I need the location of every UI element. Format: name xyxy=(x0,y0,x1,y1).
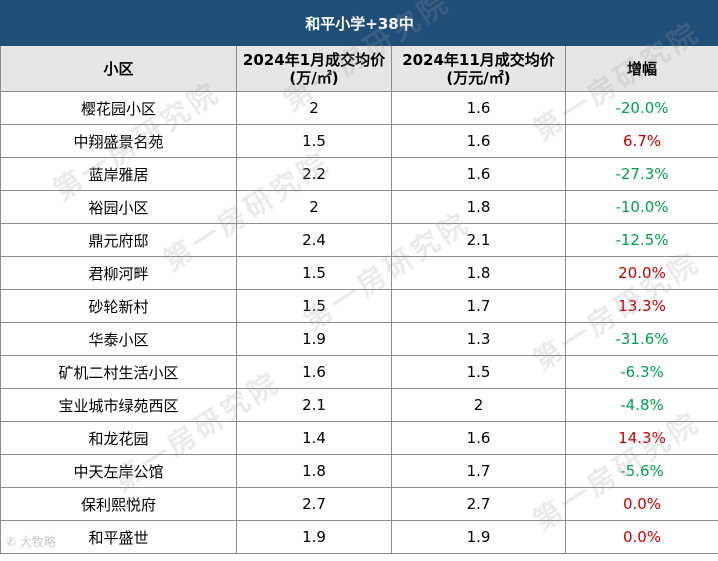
change-cell: -10.0% xyxy=(564,190,718,224)
table-row: 中翔盛景名苑 1.5 1.6 6.7% xyxy=(0,124,718,158)
header-jan-price-line1: 2024年1月成交均价 xyxy=(242,50,386,69)
header-community: 小区 xyxy=(0,45,237,92)
change-cell: 0.0% xyxy=(564,520,718,554)
header-nov-price: 2024年11月成交均价 (万元/㎡) xyxy=(391,45,566,92)
community-cell: 和龙花园 xyxy=(0,421,237,455)
jan-price-cell: 1.9 xyxy=(236,520,392,554)
community-cell: 樱花园小区 xyxy=(0,91,237,125)
nov-price-cell: 1.6 xyxy=(391,124,566,158)
table-row: 樱花园小区 2 1.6 -20.0% xyxy=(0,91,718,125)
nov-price-cell: 1.7 xyxy=(391,454,566,488)
community-cell: 砂轮新村 xyxy=(0,289,237,323)
nov-price-cell: 1.6 xyxy=(391,421,566,455)
jan-price-cell: 2.7 xyxy=(236,487,392,521)
change-cell: -12.5% xyxy=(564,223,718,257)
table-row: 保利熙悦府 2.7 2.7 0.0% xyxy=(0,487,718,521)
change-cell: -27.3% xyxy=(564,157,718,191)
nov-price-cell: 1.7 xyxy=(391,289,566,323)
community-cell: 华泰小区 xyxy=(0,322,237,356)
table-row: 和平盛世 1.9 1.9 0.0% xyxy=(0,520,718,554)
nov-price-cell: 1.9 xyxy=(391,520,566,554)
table-row: 裕园小区 2 1.8 -10.0% xyxy=(0,190,718,224)
jan-price-cell: 2 xyxy=(236,190,392,224)
table-row: 和龙花园 1.4 1.6 14.3% xyxy=(0,421,718,455)
header-jan-price-unit: (万/㎡) xyxy=(289,68,339,87)
table-row: 矿机二村生活小区 1.6 1.5 -6.3% xyxy=(0,355,718,389)
header-nov-price-unit: (万元/㎡) xyxy=(446,68,511,87)
jan-price-cell: 1.9 xyxy=(236,322,392,356)
table-row: 君柳河畔 1.5 1.8 20.0% xyxy=(0,256,718,290)
table-title: 和平小学+38中 xyxy=(0,0,718,46)
change-cell: -4.8% xyxy=(564,388,718,422)
nov-price-cell: 1.6 xyxy=(391,157,566,191)
nov-price-cell: 2.7 xyxy=(391,487,566,521)
community-cell: 和平盛世 xyxy=(0,520,237,554)
jan-price-cell: 2.1 xyxy=(236,388,392,422)
community-cell: 蓝岸雅居 xyxy=(0,157,237,191)
jan-price-cell: 2.4 xyxy=(236,223,392,257)
table-row: 砂轮新村 1.5 1.7 13.3% xyxy=(0,289,718,323)
community-cell: 中翔盛景名苑 xyxy=(0,124,237,158)
change-cell: 0.0% xyxy=(564,487,718,521)
nov-price-cell: 1.6 xyxy=(391,91,566,125)
table-row: 华泰小区 1.9 1.3 -31.6% xyxy=(0,322,718,356)
jan-price-cell: 2 xyxy=(236,91,392,125)
jan-price-cell: 2.2 xyxy=(236,157,392,191)
header-change: 增幅 xyxy=(564,45,718,92)
jan-price-cell: 1.5 xyxy=(236,124,392,158)
change-cell: -31.6% xyxy=(564,322,718,356)
jan-price-cell: 1.4 xyxy=(236,421,392,455)
change-cell: 14.3% xyxy=(564,421,718,455)
change-cell: 20.0% xyxy=(564,256,718,290)
table-row: 中天左岸公馆 1.8 1.7 -5.6% xyxy=(0,454,718,488)
jan-price-cell: 1.5 xyxy=(236,289,392,323)
nov-price-cell: 2.1 xyxy=(391,223,566,257)
jan-price-cell: 1.6 xyxy=(236,355,392,389)
community-cell: 中天左岸公馆 xyxy=(0,454,237,488)
title-row: 和平小学+38中 xyxy=(0,0,718,46)
source-logo: ✆ 大牧略 xyxy=(6,533,56,550)
change-cell: -20.0% xyxy=(564,91,718,125)
jan-price-cell: 1.8 xyxy=(236,454,392,488)
jan-price-cell: 1.5 xyxy=(236,256,392,290)
table-row: 蓝岸雅居 2.2 1.6 -27.3% xyxy=(0,157,718,191)
community-cell: 矿机二村生活小区 xyxy=(0,355,237,389)
community-cell: 宝业城市绿苑西区 xyxy=(0,388,237,422)
change-cell: 13.3% xyxy=(564,289,718,323)
change-cell: -6.3% xyxy=(564,355,718,389)
community-cell: 君柳河畔 xyxy=(0,256,237,290)
header-row: 小区 2024年1月成交均价 (万/㎡) 2024年11月成交均价 (万元/㎡)… xyxy=(0,45,718,92)
change-cell: -5.6% xyxy=(564,454,718,488)
table-body: 樱花园小区 2 1.6 -20.0% 中翔盛景名苑 1.5 1.6 6.7% 蓝岸雅居 2.2 1.… xyxy=(0,91,718,554)
nov-price-cell: 1.5 xyxy=(391,355,566,389)
header-nov-price-line1: 2024年11月成交均价 xyxy=(402,50,555,69)
community-cell: 裕园小区 xyxy=(0,190,237,224)
nov-price-cell: 2 xyxy=(391,388,566,422)
community-cell: 鼎元府邸 xyxy=(0,223,237,257)
change-cell: 6.7% xyxy=(564,124,718,158)
table-row: 鼎元府邸 2.4 2.1 -12.5% xyxy=(0,223,718,257)
header-jan-price: 2024年1月成交均价 (万/㎡) xyxy=(236,45,392,92)
community-cell: 保利熙悦府 xyxy=(0,487,237,521)
table-row: 宝业城市绿苑西区 2.1 2 -4.8% xyxy=(0,388,718,422)
logo-mark-icon: ✆ xyxy=(6,535,17,549)
nov-price-cell: 1.8 xyxy=(391,256,566,290)
nov-price-cell: 1.3 xyxy=(391,322,566,356)
logo-text: 大牧略 xyxy=(19,535,56,549)
nov-price-cell: 1.8 xyxy=(391,190,566,224)
